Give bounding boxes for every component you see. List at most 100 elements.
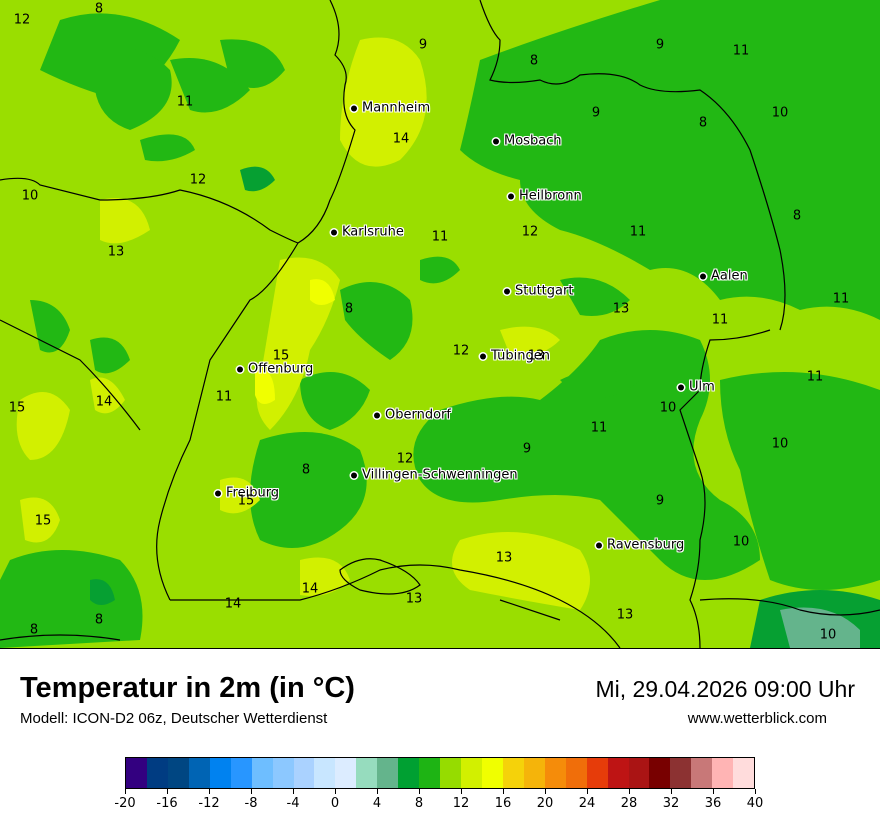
temperature-value: 15	[34, 513, 52, 529]
color-swatch	[167, 758, 189, 788]
temperature-value: 8	[301, 462, 311, 478]
forecast-datetime: Mi, 29.04.2026 09:00 Uhr	[595, 676, 855, 702]
city-marker[interactable]: Ravensburg	[596, 538, 684, 553]
color-swatch	[356, 758, 378, 788]
color-legend-ticks: -20 -16 -12 -8 -4 0 4 8 12 16 20 24 28 32 36 40	[114, 789, 763, 819]
temperature-value: 8	[94, 612, 104, 628]
tick-mark	[335, 789, 336, 794]
color-swatch	[586, 758, 608, 788]
tick-label: 28	[620, 796, 638, 811]
temperature-value: 12	[396, 451, 414, 467]
tick-label: 24	[578, 796, 596, 811]
city-name: Stuttgart	[515, 283, 574, 299]
color-swatch	[293, 758, 315, 788]
city-name: Oberndorf	[385, 407, 451, 423]
city-dot-icon	[678, 384, 684, 390]
tick-mark	[587, 789, 588, 794]
city-name: Offenburg	[248, 361, 314, 377]
website-link[interactable]: www.wetterblick.com	[687, 710, 827, 727]
city-marker[interactable]: Ulm	[678, 380, 715, 395]
temperature-value: 8	[792, 208, 802, 224]
tick-mark	[419, 789, 420, 794]
city-dot-icon	[493, 138, 499, 144]
temperature-field	[0, 0, 880, 648]
city-marker[interactable]: Oberndorf	[374, 408, 451, 423]
temperature-value: 12	[521, 224, 539, 240]
temperature-value: 13	[616, 607, 634, 623]
temperature-value: 10	[659, 400, 677, 416]
city-marker[interactable]: Freiburg	[215, 486, 279, 501]
city-dot-icon	[351, 105, 357, 111]
temperature-value: 10	[771, 436, 789, 452]
temperature-value: 9	[655, 493, 665, 509]
color-swatch	[544, 758, 566, 788]
temperature-value: 15	[272, 348, 290, 364]
city-name: Ravensburg	[607, 537, 685, 553]
temperature-value: 10	[771, 105, 789, 121]
temperature-value: 12	[189, 172, 207, 188]
color-swatch	[691, 758, 713, 788]
tick-label: 36	[704, 796, 722, 811]
color-swatch	[733, 758, 755, 788]
temperature-value: 11	[215, 389, 233, 405]
tick-label: -12	[198, 796, 220, 811]
temperature-value: 9	[591, 105, 601, 121]
temperature-value: 14	[392, 131, 410, 147]
city-dot-icon	[480, 353, 486, 359]
city-name: Mosbach	[504, 133, 562, 149]
temperature-value: 11	[711, 312, 729, 328]
color-swatch	[188, 758, 210, 788]
tick-label: -8	[244, 796, 258, 811]
temperature-value: 11	[832, 291, 850, 307]
tick-mark	[713, 789, 714, 794]
tick-label: 12	[452, 796, 470, 811]
city-dot-icon	[331, 229, 337, 235]
temperature-map[interactable]: Mannheim Mosbach Heilbronn Karlsruhe Aalen St…	[0, 0, 880, 649]
city-dot-icon	[504, 288, 510, 294]
city-marker[interactable]: Heilbronn	[508, 189, 582, 204]
tick-label: -4	[286, 796, 300, 811]
city-marker[interactable]: Villingen-Schwenningen	[351, 468, 518, 483]
temperature-value: 13	[612, 301, 630, 317]
city-dot-icon	[374, 412, 380, 418]
temperature-value: 10	[819, 627, 837, 643]
color-swatch	[377, 758, 399, 788]
city-name: Mannheim	[362, 100, 431, 116]
color-swatch	[251, 758, 273, 788]
temperature-value: 8	[344, 301, 354, 317]
city-dot-icon	[237, 366, 243, 372]
temperature-value: 9	[655, 37, 665, 53]
city-marker[interactable]: Karlsruhe	[331, 225, 404, 240]
color-swatch	[126, 758, 147, 788]
color-swatch	[146, 758, 168, 788]
temperature-value: 15	[8, 400, 26, 416]
city-dot-icon	[351, 472, 357, 478]
tick-label: 0	[330, 796, 340, 811]
tick-mark	[125, 789, 126, 794]
temperature-value: 12	[452, 343, 470, 359]
city-name: Villingen-Schwenningen	[362, 467, 518, 483]
temperature-value: 15	[237, 493, 255, 509]
color-swatch	[607, 758, 629, 788]
city-marker[interactable]: Aalen	[700, 269, 748, 284]
tick-mark	[545, 789, 546, 794]
chart-title: Temperatur in 2m (in °C)	[20, 672, 355, 704]
color-swatch	[398, 758, 420, 788]
tick-label: -20	[114, 796, 136, 811]
temperature-value: 11	[732, 43, 750, 59]
color-legend	[125, 757, 755, 789]
color-swatch	[440, 758, 461, 788]
temperature-value: 9	[418, 37, 428, 53]
city-dot-icon	[596, 542, 602, 548]
city-marker[interactable]: Offenburg	[237, 362, 313, 377]
tick-mark	[377, 789, 378, 794]
city-marker[interactable]: Tübingen	[480, 349, 550, 364]
temperature-value: 10	[21, 188, 39, 204]
city-marker[interactable]: Mannheim	[351, 101, 430, 116]
city-marker[interactable]: Mosbach	[493, 134, 562, 149]
city-name: Ulm	[689, 379, 715, 395]
temperature-value: 13	[107, 244, 125, 260]
tick-mark	[629, 789, 630, 794]
city-marker[interactable]: Stuttgart	[504, 284, 573, 299]
tick-mark	[755, 789, 756, 794]
